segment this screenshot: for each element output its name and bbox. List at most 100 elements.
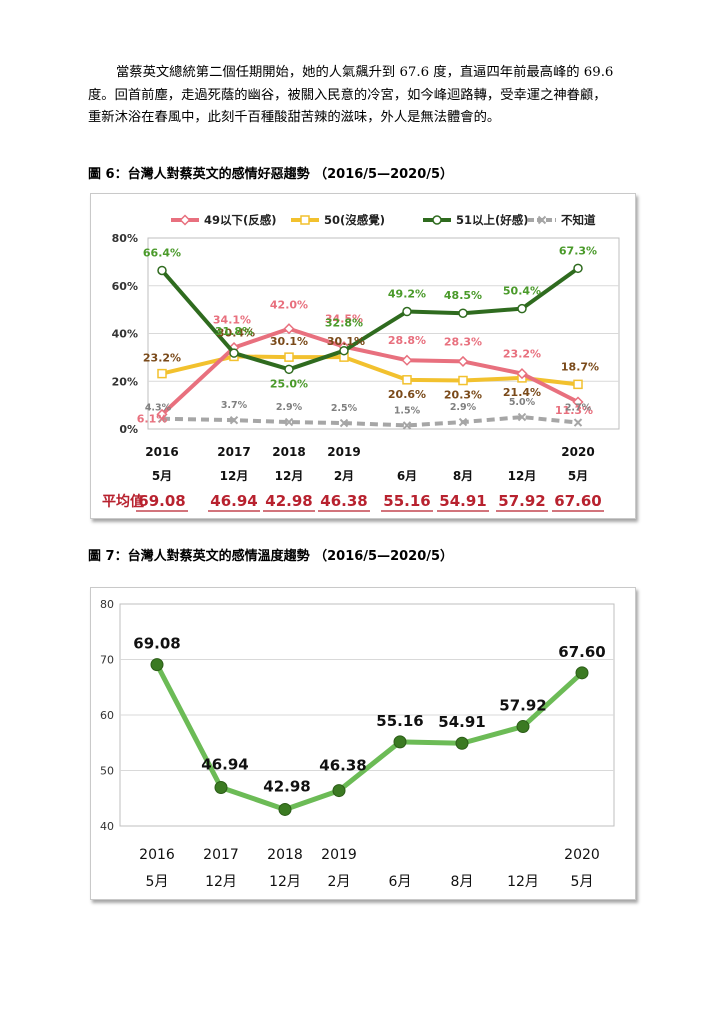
x-tick-year: 2020 [561,445,594,459]
data-label: 55.16 [376,712,423,730]
data-label: 30.1% [270,335,308,348]
marker-square [300,215,310,225]
series-line [154,663,584,812]
x-tick-month: 12月 [275,469,304,483]
x-tick-month: 12月 [507,874,539,890]
marker-x [517,412,527,422]
marker-square [458,375,468,386]
marker-square [573,379,583,390]
legend-item: 49以下(反感) [171,213,277,227]
legend-label: 49以下(反感) [204,213,277,227]
average-value: 42.98 [265,492,312,510]
marker-circle [573,263,583,274]
data-label: 4.3% [145,403,172,414]
data-label: 18.7% [561,360,599,373]
marker-diamond [283,323,295,335]
x-tick-month: 12月 [205,874,237,890]
series-line [160,266,580,372]
data-point [455,736,469,750]
data-point [332,784,346,798]
x-tick-year: 2018 [272,445,305,459]
marker-circle [432,215,442,225]
marker-diamond [179,214,191,226]
marker-circle [284,364,294,375]
data-label: 28.3% [444,335,482,348]
x-tick-year: 2017 [203,847,239,863]
data-label: 42.0% [270,299,308,312]
data-label: 3.7% [221,400,248,411]
x-tick-year: 2019 [321,847,357,863]
x-tick-month: 12月 [220,469,249,483]
data-label: 21.4% [503,386,541,399]
average-value: 54.91 [439,492,486,510]
x-tick-month: 2月 [334,469,354,483]
figure6-chart: 0% 20% 40% 60% 80% 49以下(反感) 50(沒感覺) 51以上(好感) 不知道… [90,193,636,519]
figure6-caption: 圖 6：台灣人對蔡英文的感情好惡趨勢 （2016/5—2020/5） [88,167,454,182]
data-label: 57.92 [499,697,546,715]
y-tick-label: 20% [112,375,138,388]
average-value: 69.08 [138,492,185,510]
average-value: 46.94 [210,492,257,510]
data-label: 2.9% [450,402,477,413]
data-label: 5.0% [509,397,536,408]
marker-circle [339,345,349,356]
data-label: 25.0% [270,377,308,390]
marker-x [402,421,412,430]
data-label: 46.38 [319,757,366,775]
x-tick-month: 8月 [453,469,473,483]
x-tick-month: 2月 [328,874,351,890]
marker-x [229,415,239,425]
legend-item: 51以上(好感) [423,213,529,227]
figure6-svg: 0% 20% 40% 60% 80% 49以下(反感) 50(沒感覺) 51以上(好感) 不知道… [102,213,620,512]
data-label: 67.3% [559,244,597,257]
legend-item: 不知道 [528,213,596,227]
x-tick-month: 6月 [397,469,417,483]
data-point [393,735,407,749]
x-tick-month: 5月 [568,469,588,483]
average-value: 57.92 [498,492,545,510]
marker-circle [458,308,468,318]
marker-diamond [572,396,584,408]
x-tick-month: 5月 [571,874,594,890]
data-label: 67.60 [558,643,605,661]
y-tick-label: 70 [100,654,114,667]
marker-circle [157,265,167,276]
series-line [161,415,579,428]
marker-diamond [457,355,469,367]
y-tick-label: 50 [100,765,114,778]
data-label: 54.91 [438,713,485,731]
data-label: 66.4% [143,246,181,259]
average-value: 55.16 [383,492,430,510]
average-value: 46.38 [320,492,367,510]
legend-item: 50(沒感覺) [291,213,385,227]
data-label: 50.4% [503,285,541,298]
y-tick-label: 0% [119,423,138,436]
x-tick-year: 2016 [145,445,178,459]
data-label: 23.2% [503,348,541,361]
data-label: 1.5% [394,405,421,416]
x-tick-month: 5月 [152,469,172,483]
y-tick-label: 40% [112,328,138,341]
data-label: 2.9% [276,402,303,413]
data-label: 32.8% [325,317,363,330]
series-line [160,326,579,416]
marker-diamond [516,368,528,380]
x-tick-month: 6月 [389,874,412,890]
x-tick-year: 2018 [267,847,303,863]
data-label: 69.08 [133,635,180,653]
data-label: 20.3% [444,389,482,402]
figure7-chart: 40 50 60 70 80 69.08 46.94 42.98 46.38 55.16 54.91… [90,587,636,900]
figure7-caption: 圖 7：台灣人對蔡英文的感情溫度趨勢 （2016/5—2020/5） [88,549,454,564]
data-label: 46.94 [201,755,248,773]
marker-x [284,417,294,427]
y-tick-label: 60% [112,280,138,293]
legend-label: 51以上(好感) [456,213,529,227]
average-label: 平均值 [102,493,144,510]
y-tick-label: 40 [100,820,114,833]
data-point [278,802,292,816]
marker-x [458,417,468,427]
data-label: 11.3% [555,404,593,417]
marker-circle [517,303,527,314]
marker-square [402,375,412,385]
paragraph-line-3: 重新沐浴在春風中，此刻千百種酸甜苦辣的滋味，外人是無法體會的。 [88,110,501,125]
